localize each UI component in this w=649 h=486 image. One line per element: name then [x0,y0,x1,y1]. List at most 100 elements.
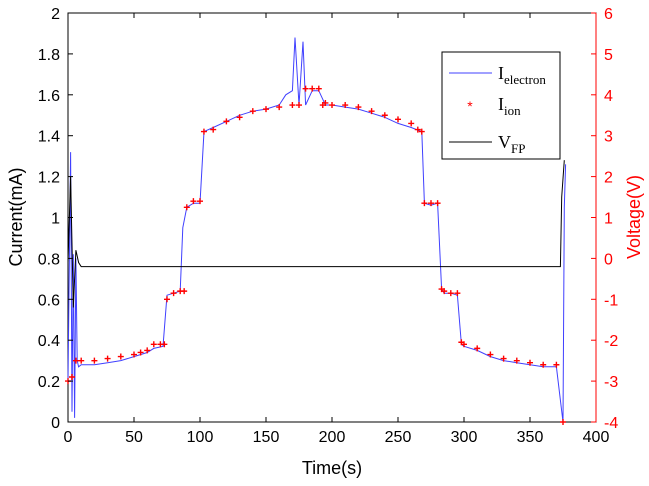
y-left-tick-label: 0.4 [38,333,60,350]
legend-label-electron-main: I [498,63,504,83]
series-marker-ion [395,116,401,123]
series-marker-ion [474,345,481,352]
series-line-vfp [67,160,565,308]
series-marker-ion [381,112,388,119]
x-tick-label: 0 [64,429,73,446]
series-marker-ion [144,347,151,354]
series-marker-ion [487,351,494,358]
legend-label-electron-sub: electron [504,72,546,87]
series-marker-ion [368,108,375,115]
legend-label-vfp-sub: FP [511,141,525,156]
series-marker-ion [236,114,243,121]
y-left-tick-label: 1.2 [38,170,60,187]
y-left-tick-label: 1.8 [38,47,60,64]
series-marker-ion [441,288,448,295]
series-marker-ion [223,118,230,125]
x-tick-label: 250 [385,429,412,446]
series-marker-ion [183,204,190,211]
series-marker-ion [553,361,560,368]
series-marker-ion [263,106,269,113]
legend-label-vfp: VFP [498,132,525,156]
series-marker-ion [329,102,335,109]
series-marker-ion [296,102,302,109]
y-right-tick-label: 5 [604,47,613,64]
series-marker-ion [104,355,111,362]
y-right-tick-label: 1 [604,211,613,228]
x-tick-label: 200 [319,429,346,446]
series-marker-ion [137,349,144,356]
series-marker-ion [150,341,157,348]
y-left-tick-label: 1 [51,211,60,228]
series-marker-ion [289,102,296,109]
series-marker-ion [181,288,188,295]
series-marker-ion [72,357,79,364]
series-marker-ion [342,102,349,109]
x-tick-label: 400 [583,429,610,446]
series-marker-ion [200,128,207,135]
series-marker-ion [309,85,316,92]
legend-swatch-ion: * [467,98,473,114]
series-marker-ion [461,341,467,348]
legend-label-ion-sub: ion [504,103,521,118]
y-right-tick-label: -3 [604,374,618,391]
legend-box [441,51,561,160]
y-right-tick-label: 0 [604,251,613,268]
series-marker-ion [170,290,177,297]
series-marker-ion [434,200,441,207]
series-marker-ion [454,290,461,297]
x-axis-label: Time(s) [302,458,362,478]
series-marker-ion [68,374,75,381]
series-marker-ion [164,296,170,303]
y-left-axis-ticks: 0 0.2 0.4 0.6 0.8 1 1.2 1.4 1.6 1.8 2 [38,6,73,432]
series-layer [65,37,567,425]
legend: Ielectron * Iion VFP [441,51,561,160]
series-marker-ion [190,198,197,205]
y-right-tick-label: -1 [604,292,618,309]
x-axis-ticks: 0 50 100 150 200 250 300 350 400 [64,13,610,446]
series-marker-ion [447,290,454,297]
series-marker-ion [210,126,217,133]
y-right-axis-ticks: -4 -3 -2 -1 0 1 2 3 4 5 6 [591,6,618,432]
y-right-tick-label: -4 [604,415,618,432]
series-marker-ion [161,341,168,348]
x-tick-label: 150 [253,429,280,446]
series-marker-ion [428,200,434,207]
series-marker-ion [527,359,533,366]
y-right-tick-label: 2 [604,170,613,187]
series-marker-ion [414,126,421,133]
legend-label-electron: Ielectron [498,63,546,87]
series-marker-ion [249,108,256,115]
y-right-tick-label: 4 [604,88,613,105]
series-marker-ion [322,99,329,106]
legend-label-ion: Iion [498,94,521,118]
series-marker-ion [513,357,520,364]
series-marker-ion [421,200,428,207]
series-marker-ion [302,85,309,92]
y-left-tick-label: 0.8 [38,251,60,268]
y-left-tick-label: 0 [51,415,60,432]
x-tick-label: 300 [451,429,478,446]
series-marker-ion [197,198,203,205]
x-tick-label: 350 [517,429,544,446]
y-left-tick-label: 0.6 [38,292,60,309]
series-marker-ion [540,361,547,368]
y-left-tick-label: 0.2 [38,374,60,391]
y-left-axis-label: Current(mA) [6,167,26,266]
series-marker-ion [276,104,283,111]
y-right-tick-label: -2 [604,333,618,350]
y-right-tick-label: 3 [604,129,613,146]
legend-label-vfp-main: V [498,132,511,152]
series-marker-ion [560,419,566,425]
series-marker-ion [500,355,507,362]
y-right-axis-label: Voltage(V) [624,175,644,259]
y-right-tick-label: 6 [604,6,613,23]
legend-label-ion-main: I [498,94,504,114]
series-marker-ion [418,128,425,135]
series-marker-ion [91,357,98,364]
y-left-tick-label: 1.4 [38,129,60,146]
series-marker-ion [408,120,415,127]
series-marker-ion [78,357,85,364]
series-marker-ion [355,104,362,111]
y-left-tick-label: 1.6 [38,88,60,105]
